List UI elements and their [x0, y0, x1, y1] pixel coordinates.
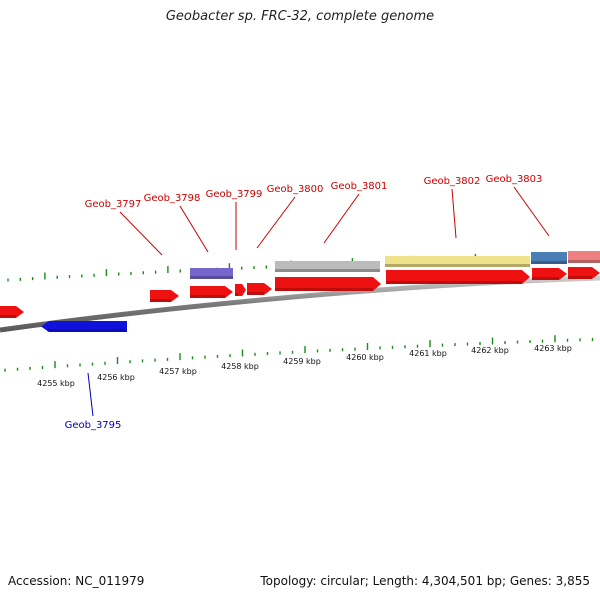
- scale-label: 4257 kbp: [159, 367, 197, 376]
- gene-label[interactable]: Geob_3798: [144, 193, 201, 204]
- topology-summary: Topology: circular; Length: 4,304,501 bp…: [260, 574, 590, 588]
- gene-leader-line: [451, 188, 457, 239]
- lower-tick-row: [4, 335, 594, 372]
- feature-bars: [190, 251, 600, 279]
- scale-label: 4255 kbp: [37, 379, 75, 388]
- feature-bar: [568, 251, 600, 263]
- gene-leader-line: [513, 186, 550, 237]
- gene-label[interactable]: Geob_3801: [331, 181, 388, 192]
- gene-arrow-shade: [532, 277, 559, 280]
- scale-labels: 4255 kbp 4256 kbp 4257 kbp 4258 kbp 4259 kbp…: [37, 344, 572, 388]
- gene-arrow[interactable]: [275, 277, 381, 291]
- gene-arrow-shade: [0, 315, 16, 318]
- gene-arrow[interactable]: [41, 321, 127, 332]
- genome-title: Geobacter sp. FRC-32, complete genome: [165, 9, 435, 24]
- gene-arrow-shade: [47, 329, 125, 332]
- gene-label[interactable]: Geob_3802: [424, 176, 481, 187]
- gene-arrow[interactable]: [235, 284, 246, 296]
- gene-arrow[interactable]: [568, 267, 600, 279]
- gene-arrow-shade: [247, 292, 264, 295]
- gene-label[interactable]: Geob_3803: [486, 174, 543, 185]
- gene-arrow-shade: [190, 295, 225, 298]
- gene-leader-line: [256, 196, 296, 249]
- feature-bar: [385, 256, 530, 267]
- feature-bar-shade: [531, 261, 567, 264]
- accession-text: Accession: NC_011979: [8, 574, 145, 588]
- gene-leader-line: [87, 372, 94, 417]
- gene-arrow-shade: [275, 288, 373, 291]
- gene-label[interactable]: Geob_3799: [206, 189, 263, 200]
- gene-leader-line: [179, 205, 209, 253]
- scale-label: 4263 kbp: [534, 344, 572, 353]
- gene-arrow[interactable]: [190, 286, 233, 298]
- gene-arrow-shade: [235, 293, 238, 296]
- feature-bar-shade: [385, 264, 530, 267]
- gene-arrow[interactable]: [532, 268, 567, 280]
- gene-arrow-shade: [568, 276, 592, 279]
- gene-arrows: [0, 267, 600, 332]
- gene-arrow[interactable]: [0, 306, 24, 318]
- gene-arrow-shade: [386, 281, 522, 284]
- gene-arrow-shade: [150, 299, 171, 302]
- gene-label[interactable]: Geob_3800: [267, 184, 324, 195]
- feature-bar-shade: [190, 276, 233, 279]
- gene-leader-line: [323, 193, 360, 244]
- scale-label: 4256 kbp: [97, 373, 135, 382]
- scale-label: 4260 kbp: [346, 353, 384, 362]
- gene-label[interactable]: Geob_3795: [65, 420, 122, 431]
- scale-label: 4262 kbp: [471, 346, 509, 355]
- feature-bar: [275, 261, 380, 272]
- scale-label: 4258 kbp: [221, 362, 259, 371]
- feature-bar: [531, 252, 567, 264]
- gene-arrow[interactable]: [386, 270, 530, 284]
- feature-bar-shade: [568, 260, 600, 263]
- scale-label: 4261 kbp: [409, 349, 447, 358]
- gene-label[interactable]: Geob_3797: [85, 199, 142, 210]
- gene-arrow[interactable]: [247, 283, 272, 295]
- scale-label: 4259 kbp: [283, 357, 321, 366]
- feature-bar: [190, 268, 233, 279]
- feature-bar-shade: [275, 269, 380, 272]
- gene-arrow[interactable]: [150, 290, 179, 302]
- gene-leader-line: [119, 211, 163, 256]
